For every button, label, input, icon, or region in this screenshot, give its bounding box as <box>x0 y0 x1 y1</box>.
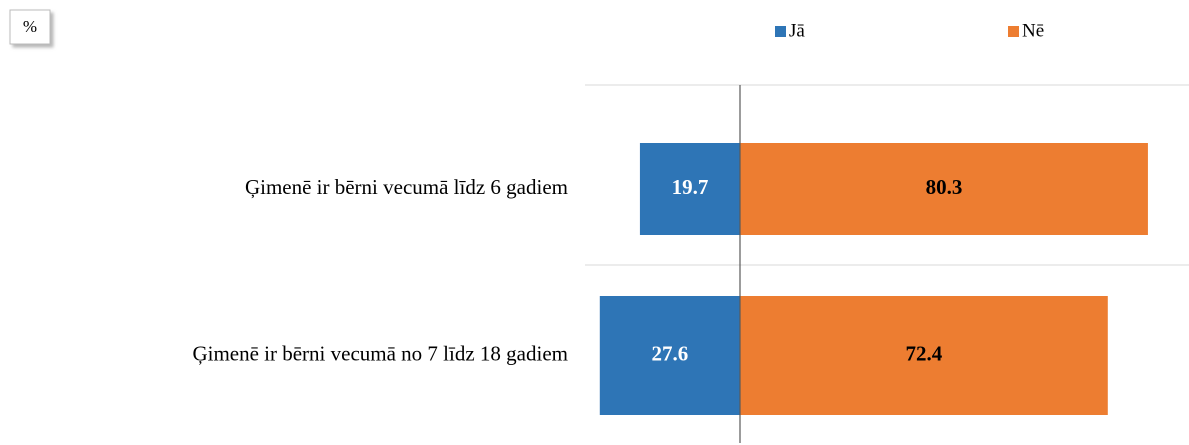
value-label: 72.4 <box>906 341 943 365</box>
category-label: Ģimenē ir bērni vecumā no 7 līdz 18 gadi… <box>192 341 568 365</box>
unit-box <box>9 9 51 45</box>
legend-swatch <box>775 26 786 37</box>
bar <box>740 143 1148 235</box>
unit-label: % <box>23 17 37 36</box>
value-label: 19.7 <box>672 175 709 199</box>
bar <box>599 296 740 415</box>
value-label: 27.6 <box>652 341 689 365</box>
bar <box>740 296 1108 415</box>
legend-label: Jā <box>789 20 805 41</box>
value-label: 80.3 <box>926 175 963 199</box>
bar <box>639 143 740 235</box>
legend-label: Nē <box>1022 20 1044 41</box>
category-label: Ģimenē ir bērni vecumā līdz 6 gadiem <box>245 175 568 199</box>
legend-swatch <box>1008 26 1019 37</box>
